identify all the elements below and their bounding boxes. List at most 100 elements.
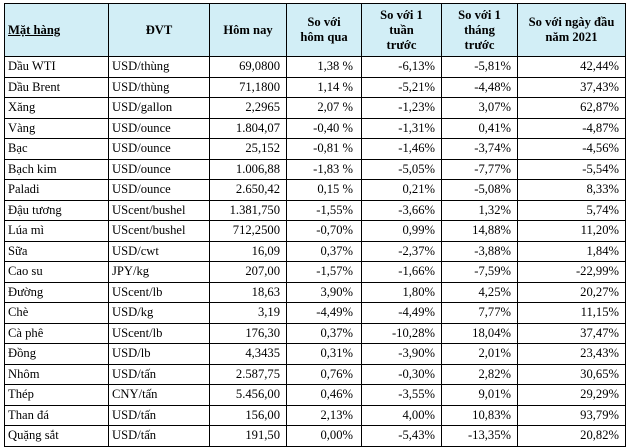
cell-vs-yesterday: -1,55% (286, 199, 362, 221)
cell-vs-week: -5,43% (361, 425, 442, 447)
cell-vs-year-start: 11,15% (517, 302, 626, 324)
cell-unit: USD/tấn (108, 363, 210, 385)
table-row: Cao su JPY/kg 207,00 -1,57% -1,66% -7,59% -22,… (4, 261, 626, 283)
cell-vs-yesterday: 2,13% (286, 404, 362, 426)
cell-item: Bạch kim (4, 158, 109, 180)
cell-today: 3,19 (209, 302, 287, 324)
table-row: Vàng USD/ounce 1.804,07 -0,40 % -1,31% 0,41% -… (4, 117, 626, 139)
cell-vs-yesterday: 0,76% (286, 363, 362, 385)
commodity-price-table: Mặt hàng ĐVT Hôm nay So với hôm qua So v… (4, 3, 626, 447)
cell-vs-week: -2,37% (361, 240, 442, 262)
table-row: Lúa mì UScent/bushel 712,2500 -0,70% 0,99% 14… (4, 220, 626, 242)
table-row: Dầu Brent USD/thùng 71,1800 1,14 % -5,21% -4,… (4, 76, 626, 98)
header-vs-year-start: So với ngày đầu năm 2021 (517, 3, 626, 57)
table-row: Chè USD/kg 3,19 -4,49% -4,49% 7,77% 11,15% (4, 302, 626, 324)
cell-vs-month: 0,41% (441, 117, 518, 139)
cell-today: 1.804,07 (209, 117, 287, 139)
cell-vs-week: -3,90% (361, 343, 442, 365)
cell-vs-year-start: 20,82% (517, 425, 626, 447)
cell-vs-yesterday: -4,49% (286, 302, 362, 324)
header-vs-week: So với 1 tuần trước (361, 3, 442, 57)
table-row: Bạch kim USD/ounce 1.006,88 -1,83 % -5,05% -7… (4, 158, 626, 180)
cell-unit: USD/cwt (108, 240, 210, 262)
header-today: Hôm nay (209, 3, 287, 57)
cell-vs-yesterday: -1,83 % (286, 158, 362, 180)
cell-unit: UScent/lb (108, 281, 210, 303)
cell-vs-month: 10,83% (441, 404, 518, 426)
table-row: Đường UScent/lb 18,63 3,90% 1,80% 4,25% 20,27% (4, 281, 626, 303)
cell-today: 207,00 (209, 261, 287, 283)
cell-vs-year-start: 37,47% (517, 322, 626, 344)
cell-today: 2.587,75 (209, 363, 287, 385)
cell-vs-month: -4,48% (441, 76, 518, 98)
cell-today: 18,63 (209, 281, 287, 303)
cell-today: 69,0800 (209, 56, 287, 78)
cell-vs-year-start: 37,43% (517, 76, 626, 98)
cell-vs-month: -7,59% (441, 261, 518, 283)
cell-unit: USD/ounce (108, 179, 210, 201)
cell-vs-month: -3,74% (441, 138, 518, 160)
cell-unit: USD/tấn (108, 425, 210, 447)
cell-item: Bạc (4, 138, 109, 160)
cell-item: Đậu tương (4, 199, 109, 221)
header-vs-month: So với 1 tháng trước (441, 3, 518, 57)
cell-item: Đồng (4, 343, 109, 365)
cell-vs-year-start: -5,54% (517, 158, 626, 180)
header-item: Mặt hàng (4, 3, 109, 57)
cell-vs-year-start: 1,84% (517, 240, 626, 262)
table-row: Xăng USD/gallon 2,2965 2,07 % -1,23% 3,07% 62,… (4, 97, 626, 119)
cell-vs-yesterday: 1,14 % (286, 76, 362, 98)
cell-vs-yesterday: 0,31% (286, 343, 362, 365)
cell-item: Than đá (4, 404, 109, 426)
cell-vs-week: -5,05% (361, 158, 442, 180)
cell-vs-yesterday: -0,81 % (286, 138, 362, 160)
cell-today: 191,50 (209, 425, 287, 447)
cell-vs-yesterday: -1,57% (286, 261, 362, 283)
cell-vs-year-start: 62,87% (517, 97, 626, 119)
cell-unit: USD/ounce (108, 158, 210, 180)
cell-today: 4,3435 (209, 343, 287, 365)
cell-item: Dầu Brent (4, 76, 109, 98)
cell-item: Sữa (4, 240, 109, 262)
cell-unit: CNY/tấn (108, 384, 210, 406)
cell-vs-week: -5,21% (361, 76, 442, 98)
cell-vs-year-start: 29,29% (517, 384, 626, 406)
cell-unit: USD/kg (108, 302, 210, 324)
cell-vs-month: -7,77% (441, 158, 518, 180)
cell-unit: UScent/lb (108, 322, 210, 344)
cell-vs-yesterday: 2,07 % (286, 97, 362, 119)
cell-item: Thép (4, 384, 109, 406)
table-row: Quặng sắt USD/tấn 191,50 0,00% -5,43% -13,35%… (4, 425, 626, 447)
cell-vs-week: -4,49% (361, 302, 442, 324)
table-row: Dầu WTI USD/thùng 69,0800 1,38 % -6,13% -5,81… (4, 56, 626, 78)
cell-unit: JPY/kg (108, 261, 210, 283)
cell-unit: UScent/bushel (108, 220, 210, 242)
cell-vs-yesterday: 0,46% (286, 384, 362, 406)
cell-item: Paladi (4, 179, 109, 201)
cell-item: Cao su (4, 261, 109, 283)
cell-vs-month: 14,88% (441, 220, 518, 242)
cell-vs-year-start: 30,65% (517, 363, 626, 385)
cell-unit: USD/ounce (108, 138, 210, 160)
cell-item: Nhôm (4, 363, 109, 385)
table-row: Sữa USD/cwt 16,09 0,37% -2,37% -3,88% 1,84% (4, 240, 626, 262)
cell-vs-yesterday: 0,00% (286, 425, 362, 447)
cell-vs-week: -1,31% (361, 117, 442, 139)
cell-vs-yesterday: 1,38 % (286, 56, 362, 78)
cell-today: 1.381,750 (209, 199, 287, 221)
cell-vs-year-start: 5,74% (517, 199, 626, 221)
cell-vs-year-start: 23,43% (517, 343, 626, 365)
cell-vs-week: 0,21% (361, 179, 442, 201)
cell-unit: UScent/bushel (108, 199, 210, 221)
cell-today: 25,152 (209, 138, 287, 160)
cell-unit: USD/lb (108, 343, 210, 365)
cell-today: 1.006,88 (209, 158, 287, 180)
cell-vs-year-start: 8,33% (517, 179, 626, 201)
cell-vs-week: -3,66% (361, 199, 442, 221)
cell-vs-yesterday: -0,70% (286, 220, 362, 242)
cell-unit: USD/thùng (108, 76, 210, 98)
cell-today: 71,1800 (209, 76, 287, 98)
cell-vs-month: 4,25% (441, 281, 518, 303)
cell-vs-week: -3,55% (361, 384, 442, 406)
